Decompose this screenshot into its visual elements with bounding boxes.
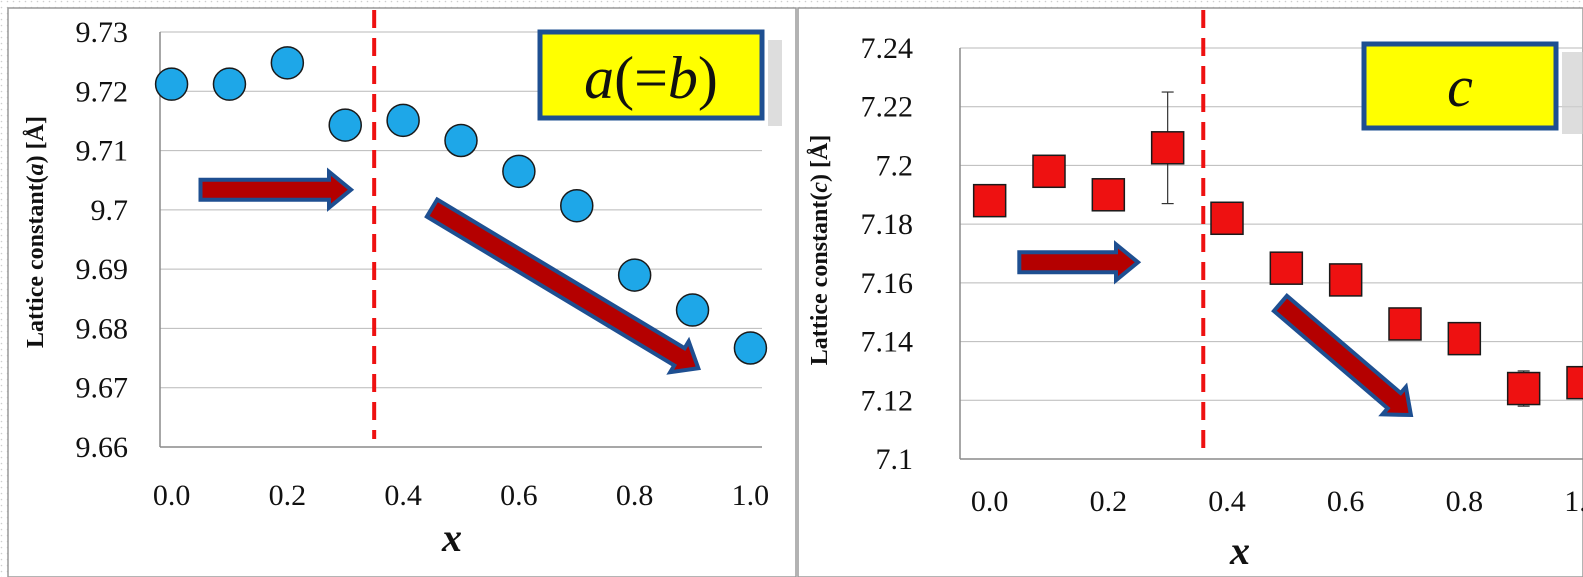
label-box-c-text: c (1447, 54, 1473, 119)
data-point-c (1447, 321, 1482, 356)
data-point-a (328, 108, 362, 142)
label-box-a-text: a(=b) (584, 45, 718, 111)
x-ticks-a: 0.0 0.2 0.4 0.6 0.8 1.0 (153, 479, 769, 512)
data-point-c (1328, 263, 1363, 297)
y-tick-label-a: 9.66 (76, 431, 129, 464)
data-point-a (502, 154, 536, 189)
x-tick-label-a: 0.2 (269, 479, 307, 512)
data-point-a (675, 293, 710, 327)
data-point-c (1032, 154, 1066, 189)
trend-arrow-a (424, 196, 702, 375)
y-tick-label-a: 9.67 (76, 372, 129, 405)
label-box-a-rect (537, 29, 765, 121)
y-tick-label-a: 9.7 (91, 194, 129, 227)
y-ticks-c: 7.1 7.12 7.14 7.16 7.18 7.2 7.22 7.24 (861, 32, 914, 476)
y-tick-label-a: 9.71 (76, 135, 129, 168)
y-axis-label-c: Lattice constant(c) [Å] (807, 135, 833, 366)
label-box-c-shadow (1562, 52, 1583, 134)
label-box-a-shadow (768, 40, 782, 126)
y-tick-label-a: 9.73 (76, 16, 129, 49)
x-tick-label-a: 0.6 (500, 479, 538, 512)
data-point-a (270, 46, 305, 80)
y-axis-label-a: Lattice constant(a) [Å] (23, 116, 49, 348)
y-tick-label-c: 7.22 (861, 91, 914, 124)
data-point-c (1091, 178, 1126, 212)
data-point-c (1566, 365, 1583, 400)
chart-panel-a: 9.669.679.689.699.79.719.729.73 0.0 0.2 0.… (23, 10, 782, 560)
arrows-a (198, 167, 702, 375)
x-tick-label-c: 1.0 (1564, 485, 1583, 518)
y-tick-label-c: 7.1 (876, 443, 914, 476)
x-tick-label-a: 0.8 (616, 479, 654, 512)
y-tick-label-a: 9.68 (76, 312, 129, 345)
y-tick-label-c: 7.16 (861, 267, 914, 300)
data-point-a (154, 67, 189, 101)
label-box-c-rect (1361, 41, 1559, 131)
y-tick-label-a: 9.72 (76, 75, 129, 108)
data-point-c (1150, 131, 1185, 165)
x-tick-label-c: 0.2 (1090, 485, 1128, 518)
y-tick-label-c: 7.24 (861, 32, 914, 65)
trend-arrow-c (1271, 292, 1414, 418)
x-axis-label-a: x (441, 515, 462, 560)
y-tick-label-c: 7.2 (876, 149, 914, 182)
x-tick-label-a: 0.0 (153, 479, 191, 512)
data-point-a (212, 67, 247, 101)
x-ticks-c: 0.0 0.2 0.4 0.6 0.8 1.0 (971, 485, 1583, 518)
data-point-a (733, 331, 768, 365)
data-point-a (444, 123, 478, 158)
y-tick-label-c: 7.18 (861, 208, 914, 241)
x-tick-label-c: 0.4 (1208, 485, 1246, 518)
label-box-a: a(=b) (537, 29, 782, 126)
data-point-c (1269, 251, 1304, 285)
data-point-a (617, 258, 652, 292)
trend-arrow-a (198, 167, 355, 212)
y-tick-label-c: 7.12 (861, 384, 914, 417)
y-ticks-a: 9.66 9.67 9.68 9.69 9.7 9.71 9.72 9.73 (76, 16, 129, 464)
points-c (972, 91, 1583, 407)
trend-arrow-c (1017, 240, 1142, 285)
label-box-c: c (1361, 41, 1583, 134)
data-point-c (1210, 201, 1244, 236)
x-axis-label-c: x (1229, 528, 1250, 573)
x-tick-label-a: 0.4 (384, 479, 422, 512)
x-tick-label-c: 0.0 (971, 485, 1009, 518)
y-tick-label-a: 9.69 (76, 253, 129, 286)
data-point-c (972, 183, 1007, 218)
x-tick-label-c: 0.8 (1446, 485, 1484, 518)
data-point-c (1388, 307, 1422, 341)
data-point-a (386, 103, 420, 138)
x-tick-label-a: 1.0 (732, 479, 770, 512)
data-point-c (1506, 371, 1541, 406)
x-tick-label-c: 0.6 (1327, 485, 1365, 518)
y-tick-label-c: 7.14 (861, 326, 914, 359)
points-a (154, 46, 768, 365)
arrows-c (1017, 240, 1414, 418)
chart-panel-c: 7.1 7.12 7.14 7.16 7.18 7.2 7.22 7.24 0.0 0.2 0.4… (807, 10, 1583, 573)
data-point-a (560, 188, 594, 223)
